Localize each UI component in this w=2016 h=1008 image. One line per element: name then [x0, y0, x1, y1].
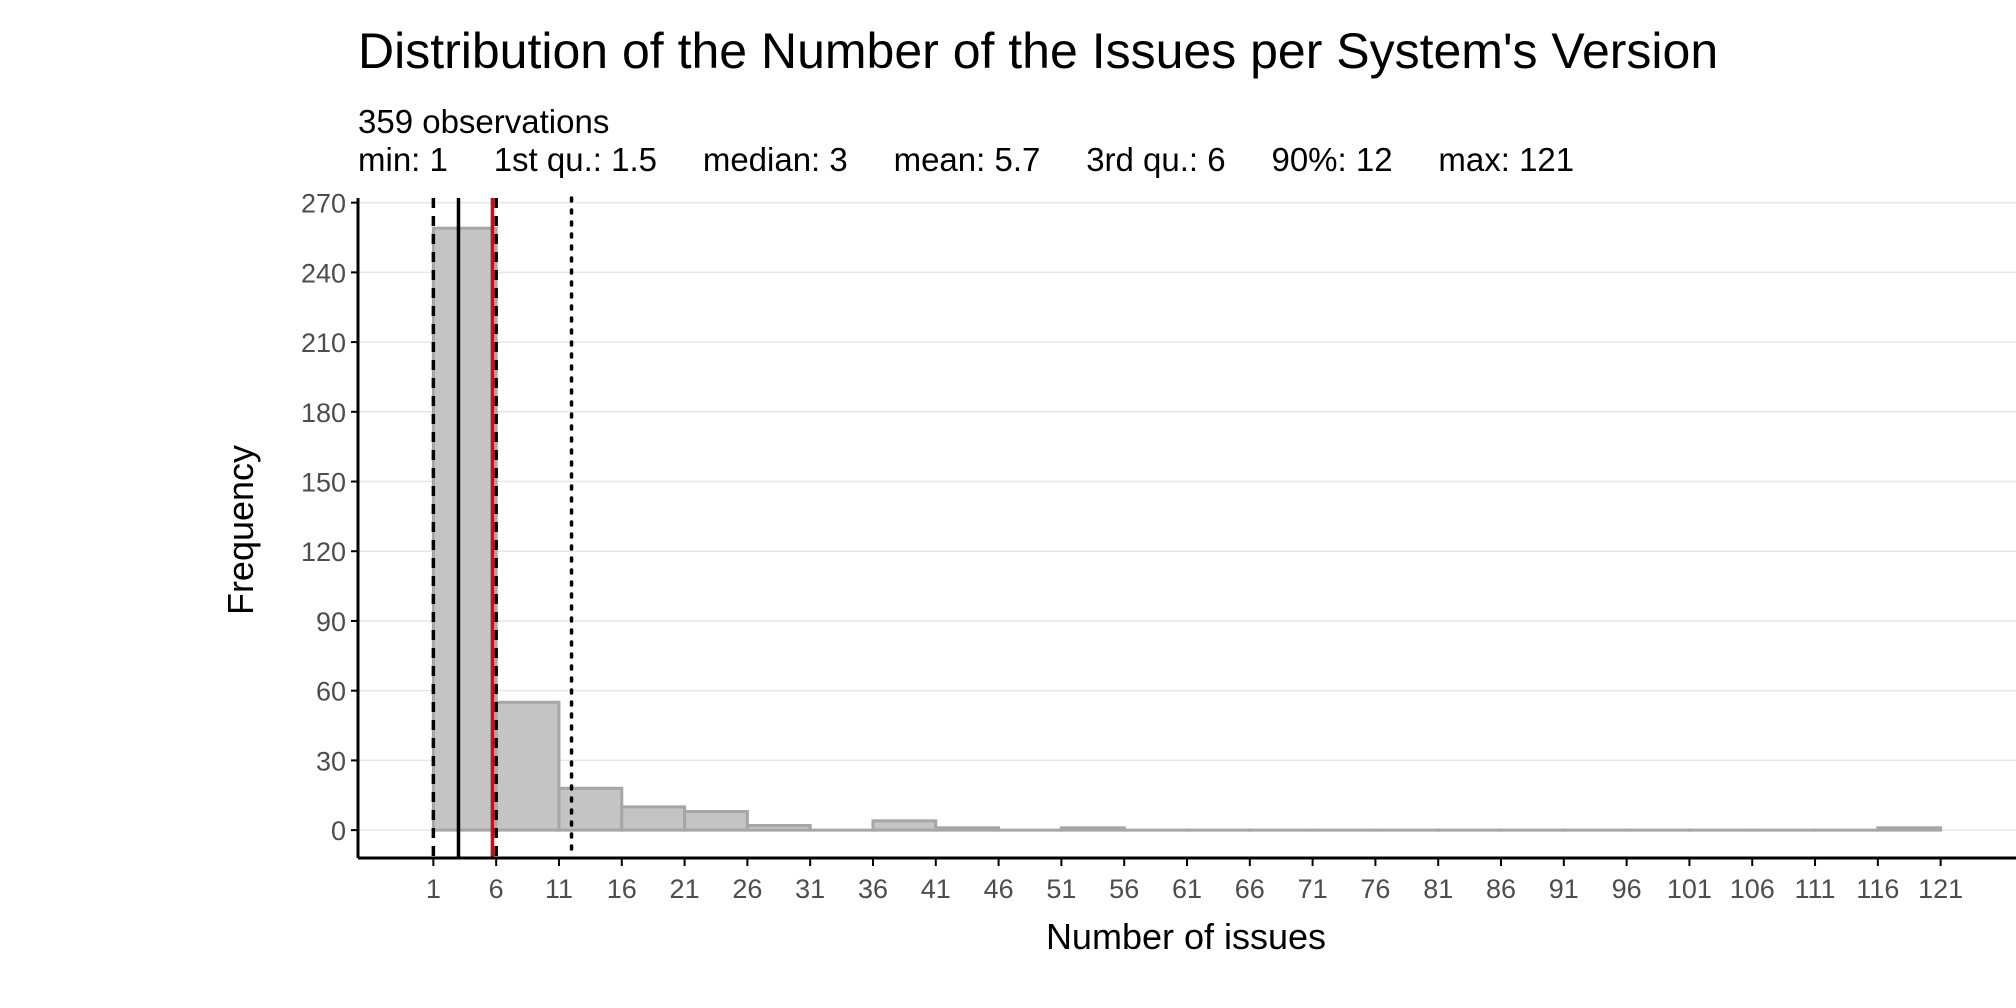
x-tick-label: 41 [921, 874, 951, 904]
x-tick-label: 11 [545, 874, 573, 904]
x-tick-label: 96 [1612, 874, 1642, 904]
histogram-bar [745, 823, 812, 832]
y-tick-label: 240 [301, 258, 346, 288]
x-tick-label: 46 [984, 874, 1014, 904]
x-tick-label: 101 [1667, 874, 1712, 904]
x-tick-label: 86 [1486, 874, 1516, 904]
x-tick-label: 121 [1918, 874, 1963, 904]
x-tick-label: 51 [1046, 874, 1076, 904]
x-tick-label: 111 [1795, 874, 1836, 904]
x-tick-label: 26 [732, 874, 762, 904]
histogram-bar [494, 700, 561, 832]
x-tick-label: 21 [670, 874, 700, 904]
y-tick-label: 0 [331, 816, 346, 846]
reference-lines [431, 196, 574, 860]
x-axis-ticks: 1 6 11 16 21 26 31 36 41 46 51 56 61 66 71 76 81 86 91 96 10… [426, 858, 1963, 904]
chart-subtitle-observations: 359 observations [358, 103, 610, 140]
x-tick-label: 91 [1549, 874, 1579, 904]
x-tick-label: 106 [1730, 874, 1775, 904]
x-tick-label: 36 [858, 874, 888, 904]
x-tick-label: 56 [1109, 874, 1139, 904]
x-tick-label: 71 [1298, 874, 1328, 904]
y-tick-label: 60 [316, 677, 346, 707]
y-tick-label: 120 [301, 537, 346, 567]
y-axis-title: Frequency [220, 445, 261, 615]
chart-subtitle-summary-stats: min: 1 1st qu.: 1.5 median: 3 mean: 5.7 … [358, 141, 1575, 178]
x-tick-label: 66 [1235, 874, 1265, 904]
x-tick-label: 116 [1856, 874, 1899, 904]
histogram-bar [620, 805, 687, 832]
axes [356, 198, 2016, 860]
y-tick-label: 180 [301, 398, 346, 428]
y-tick-label: 210 [301, 328, 346, 358]
x-tick-label: 61 [1172, 874, 1202, 904]
histogram-bar [934, 826, 1001, 832]
y-tick-label: 90 [316, 607, 346, 637]
y-tick-label: 150 [301, 468, 346, 498]
x-tick-label: 81 [1423, 874, 1453, 904]
x-tick-label: 31 [795, 874, 825, 904]
y-axis-ticks: 0 30 60 90 120 150 180 210 240 270 [301, 189, 358, 846]
y-tick-label: 270 [301, 189, 346, 219]
histogram-bar [871, 819, 938, 832]
histogram-bar [1059, 826, 1126, 832]
histogram-bar [683, 810, 749, 832]
x-tick-label: 76 [1360, 874, 1390, 904]
x-tick-label: 1 [426, 874, 441, 904]
histogram-bar [1876, 826, 1943, 832]
chart-title: Distribution of the Number of the Issues… [358, 23, 1719, 79]
x-axis-title: Number of issues [1046, 916, 1326, 957]
histogram-bars [431, 226, 1943, 832]
x-tick-label: 6 [489, 874, 504, 904]
x-tick-label: 16 [607, 874, 637, 904]
grid-lines [358, 201, 2016, 831]
y-tick-label: 30 [316, 746, 346, 776]
histogram-bar [431, 226, 498, 832]
histogram-bar [557, 786, 624, 832]
